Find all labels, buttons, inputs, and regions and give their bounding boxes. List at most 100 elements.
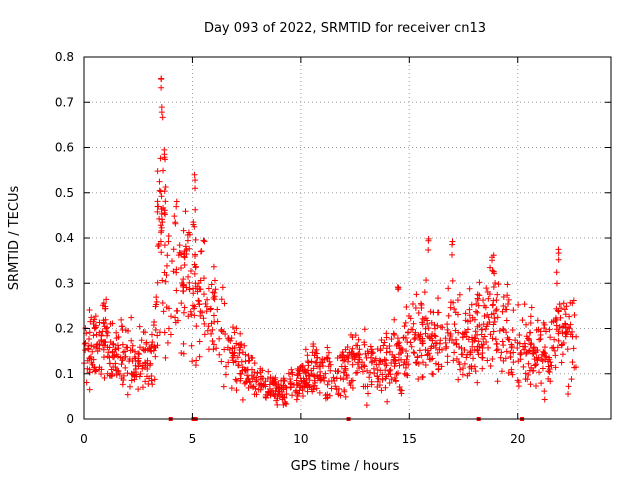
data-point: [160, 167, 167, 174]
data-point: [524, 335, 531, 342]
data-point: [487, 331, 494, 338]
data-point: [437, 337, 444, 344]
data-point: [322, 370, 329, 377]
data-point: [231, 344, 238, 351]
data-point: [478, 331, 485, 338]
data-point: [558, 305, 565, 312]
data-point: [220, 328, 227, 335]
data-point: [541, 349, 548, 356]
data-point: [325, 349, 332, 356]
axis-ticks: 0 5 10 15 20 0 0.1 0.2 0.3 0.4 0.5 0.6 0.7 0.8: [55, 50, 611, 446]
data-point: [156, 178, 163, 185]
data-point: [139, 384, 146, 391]
data-point: [190, 305, 197, 312]
data-point: [154, 279, 161, 286]
data-point: [373, 361, 380, 368]
data-point: [171, 213, 178, 220]
data-point: [85, 335, 92, 342]
data-point: [375, 375, 382, 382]
data-point: [150, 322, 157, 329]
data-point: [363, 354, 370, 361]
data-point: [102, 316, 109, 323]
data-point: [221, 346, 228, 353]
data-point: [270, 380, 277, 387]
data-point: [475, 302, 482, 309]
data-point: [333, 386, 340, 393]
data-point: [391, 363, 398, 370]
x-tick-label: 5: [189, 432, 197, 446]
data-point: [493, 340, 500, 347]
data-point: [393, 371, 400, 378]
data-point: [490, 321, 497, 328]
data-point: [190, 219, 197, 226]
data-point: [429, 337, 436, 344]
data-point: [104, 324, 111, 331]
data-point: [492, 279, 499, 286]
data-point: [302, 346, 309, 353]
data-point: [115, 345, 122, 352]
data-point: [425, 325, 432, 332]
data-point: [450, 357, 457, 364]
data-point: [210, 341, 217, 348]
data-point: [451, 306, 458, 313]
data-point: [550, 318, 557, 325]
data-point: [302, 380, 309, 387]
data-point: [448, 336, 455, 343]
data-point: [173, 203, 180, 210]
data-point: [463, 329, 470, 336]
data-point: [160, 308, 167, 315]
data-point: [151, 344, 158, 351]
data-point: [414, 353, 421, 360]
data-point: [412, 305, 419, 312]
data-point: [172, 220, 179, 227]
data-point: [500, 327, 507, 334]
data-point: [209, 289, 216, 296]
data-point: [378, 336, 385, 343]
data-point: [310, 372, 317, 379]
data-point: [176, 242, 183, 249]
data-point: [140, 346, 147, 353]
data-point: [407, 315, 414, 322]
grid-lines: [83, 56, 611, 420]
data-point: [154, 168, 161, 175]
data-point: [487, 264, 494, 271]
data-point: [178, 349, 185, 356]
plot-frame: [83, 56, 612, 420]
data-point: [536, 336, 543, 343]
data-point: [355, 359, 362, 366]
data-point: [443, 343, 450, 350]
data-point: [157, 222, 164, 229]
data-point: [103, 328, 110, 335]
data-point: [119, 341, 126, 348]
data-point: [430, 371, 437, 378]
data-point: [464, 326, 471, 333]
data-point: [91, 364, 98, 371]
data-point: [191, 270, 198, 277]
data-point: [273, 382, 280, 389]
data-point: [555, 337, 562, 344]
data-point: [374, 372, 381, 379]
data-point: [430, 342, 437, 349]
data-point: [528, 304, 535, 311]
data-point: [148, 372, 155, 379]
data-point: [444, 359, 451, 366]
data-point: [560, 339, 567, 346]
data-point: [123, 344, 130, 351]
data-point: [449, 238, 456, 245]
data-point: [112, 346, 119, 353]
data-point: [185, 313, 192, 320]
data-point: [297, 384, 304, 391]
data-point: [489, 301, 496, 308]
data-point: [320, 374, 327, 381]
data-point: [447, 299, 454, 306]
data-point: [404, 338, 411, 345]
data-point: [246, 378, 253, 385]
data-point: [421, 289, 428, 296]
data-point: [464, 372, 471, 379]
data-point: [466, 306, 473, 313]
data-point: [412, 359, 419, 366]
data-point: [491, 315, 498, 322]
data-point: [181, 304, 188, 311]
data-point: [180, 309, 187, 316]
data-point: [411, 350, 418, 357]
